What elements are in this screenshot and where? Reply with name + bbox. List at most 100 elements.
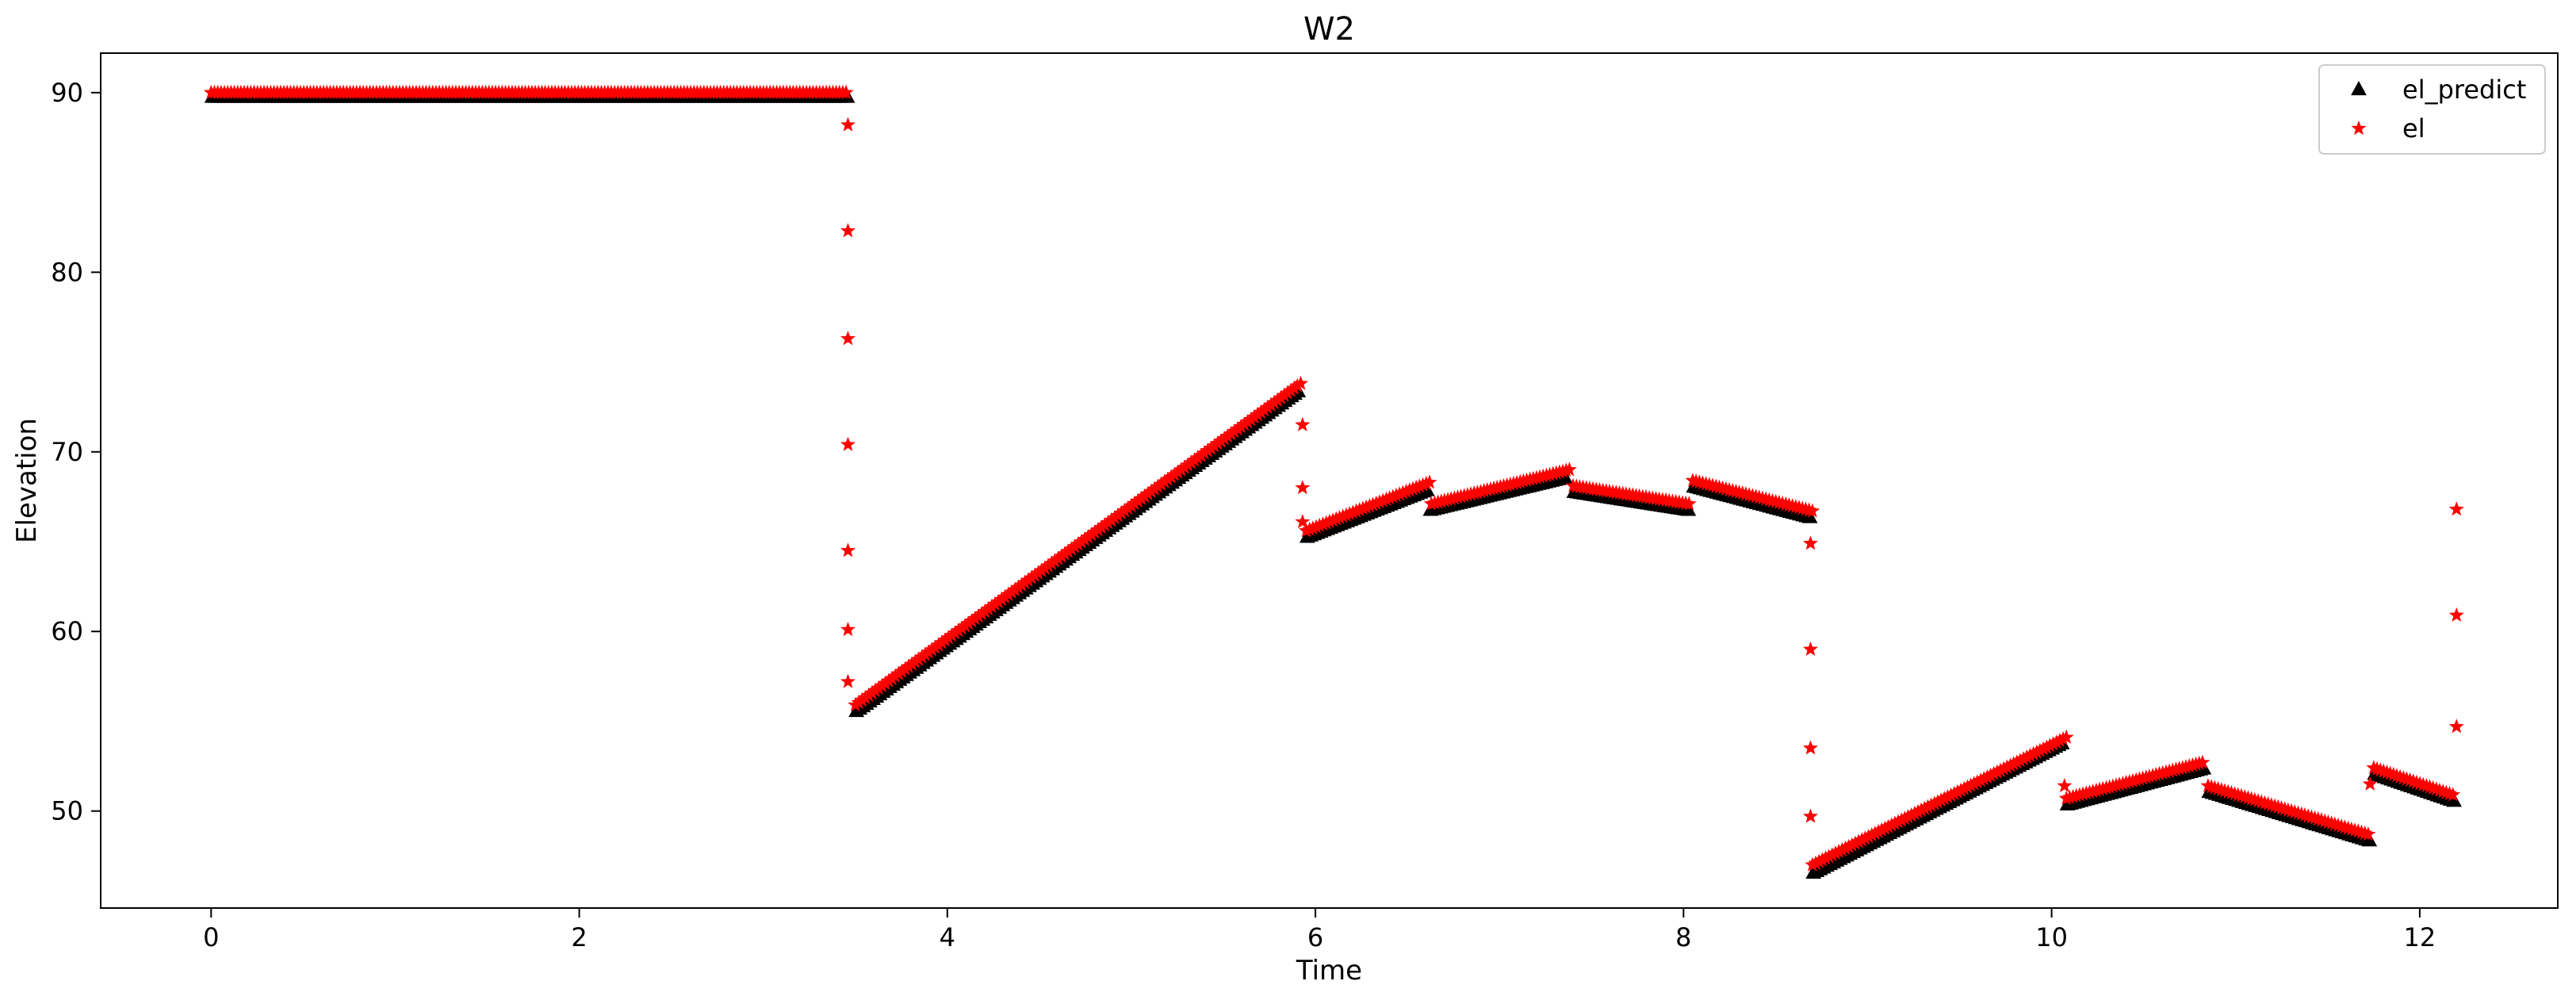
el-point xyxy=(838,84,854,99)
el-point xyxy=(2057,778,2073,793)
el-point xyxy=(840,117,855,132)
el-point xyxy=(931,637,947,652)
el-point xyxy=(2049,734,2065,749)
el-point xyxy=(1867,826,1883,841)
el-point xyxy=(2448,607,2464,622)
el-point xyxy=(2445,787,2461,802)
el-point xyxy=(1295,480,1311,495)
el-point xyxy=(1959,779,1975,794)
el-point xyxy=(840,673,855,688)
legend-label-el: el xyxy=(2402,113,2425,144)
el-point xyxy=(1900,809,1916,824)
el-point xyxy=(2009,754,2025,769)
el-point xyxy=(1818,850,1833,865)
plot-area xyxy=(100,52,2559,909)
el-point xyxy=(1851,833,1866,849)
el-point xyxy=(2448,501,2464,516)
x-axis-label: Time xyxy=(1296,955,1362,987)
x-tick-label: 2 xyxy=(571,922,587,952)
el-point xyxy=(1027,567,1043,582)
el-point xyxy=(974,606,989,621)
el-point xyxy=(1104,512,1120,527)
x-tick-label: 12 xyxy=(2404,922,2436,952)
y-axis-label: Elevation xyxy=(11,418,43,543)
el-point xyxy=(2360,826,2376,841)
legend: el_predict el xyxy=(2318,64,2546,155)
legend-marker-shape xyxy=(2351,121,2367,136)
legend-marker-el-predict xyxy=(2351,81,2367,96)
el-point xyxy=(840,331,855,346)
el-point xyxy=(1803,740,1818,755)
el-point xyxy=(1295,416,1311,431)
el-point xyxy=(854,692,870,707)
el-point xyxy=(890,665,906,680)
x-tick-label: 10 xyxy=(2035,922,2068,952)
legend-marker-shape xyxy=(2351,81,2367,96)
legend-marker-el xyxy=(2351,121,2367,136)
y-tick-label: 70 xyxy=(51,437,83,467)
el-point xyxy=(1060,543,1076,558)
y-tick-label: 60 xyxy=(51,616,83,646)
chart-title: W2 xyxy=(1303,11,1355,48)
el-point xyxy=(2362,776,2378,791)
el-point xyxy=(1814,852,1830,867)
el-point xyxy=(1841,838,1857,853)
el-point xyxy=(934,634,950,650)
el-point xyxy=(1966,776,1982,791)
el-point xyxy=(1992,762,2008,777)
el-point xyxy=(1950,784,1965,799)
el-point xyxy=(1956,780,1972,795)
el-point xyxy=(1803,808,1818,823)
el-point xyxy=(2042,738,2057,753)
el-point xyxy=(1017,574,1033,589)
el-point xyxy=(1190,450,1206,465)
el-point xyxy=(1989,764,2005,779)
el-point xyxy=(840,223,855,238)
el-point xyxy=(2026,745,2042,761)
el-predict-point xyxy=(1556,469,1573,484)
el-point xyxy=(1927,795,1943,810)
el-point xyxy=(1233,419,1249,434)
el-point xyxy=(1277,387,1292,402)
x-tick-label: 0 xyxy=(203,922,219,952)
el-point xyxy=(1561,462,1577,477)
el-point xyxy=(1933,792,1949,807)
el-point xyxy=(1070,536,1086,551)
el-point xyxy=(1422,474,1437,489)
el-point xyxy=(840,622,855,637)
el-point xyxy=(1803,641,1818,656)
y-tick-label: 50 xyxy=(51,796,83,826)
series-el xyxy=(203,84,2464,872)
el-point xyxy=(1983,767,1998,782)
el-point xyxy=(1923,797,1939,812)
el-point xyxy=(1847,835,1863,850)
el-point xyxy=(2022,747,2038,762)
el-point xyxy=(887,668,903,683)
el-point xyxy=(1295,514,1311,529)
el-point xyxy=(898,661,913,676)
y-tick-label: 90 xyxy=(51,78,83,108)
legend-box xyxy=(2318,64,2546,155)
el-point xyxy=(1884,817,1900,832)
el-predict-point xyxy=(1680,501,1697,516)
el-point xyxy=(1824,847,1840,862)
el-point xyxy=(2015,751,2031,766)
el-point xyxy=(1803,535,1818,550)
el-point xyxy=(2006,756,2022,771)
x-tick-label: 8 xyxy=(1675,922,1691,952)
el-point xyxy=(2058,729,2074,744)
el-point xyxy=(2448,719,2464,734)
el-point xyxy=(1907,805,1923,820)
x-tick-label: 6 xyxy=(1307,922,1323,952)
el-point xyxy=(2195,754,2210,769)
x-tick-label: 4 xyxy=(940,922,955,952)
el-point xyxy=(2038,739,2054,754)
legend-label-el-predict: el_predict xyxy=(2402,75,2526,105)
el-point xyxy=(1874,822,1889,837)
el-predict-point xyxy=(2195,760,2212,775)
el-point xyxy=(1146,481,1162,496)
el-predict-point xyxy=(1418,481,1435,496)
el-point xyxy=(1939,789,1955,804)
